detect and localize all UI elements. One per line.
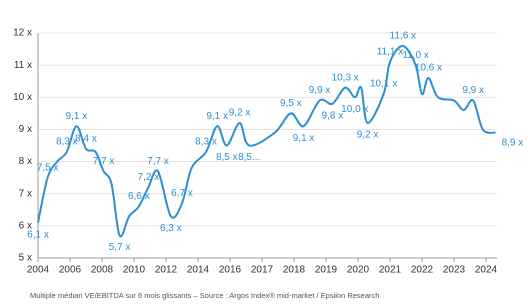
x-tick-label: 2023	[443, 265, 466, 276]
x-tick-label: 2017	[251, 265, 274, 276]
value-label: 10,3 x	[332, 72, 359, 83]
x-tick-label: 2004	[27, 265, 50, 276]
value-label: 7,5 x	[37, 162, 59, 173]
value-label: 10,0 x	[341, 104, 368, 115]
x-tick-label: 2014	[187, 265, 210, 276]
value-label: 6,6 x	[128, 191, 150, 202]
y-tick-label: 7 x	[19, 188, 32, 199]
value-label: 7,7 x	[93, 156, 115, 167]
value-label: 9,1 x	[293, 133, 315, 144]
value-label: 11,0 x	[402, 50, 429, 61]
line	[37, 44, 496, 238]
value-label: 11,1 x	[377, 47, 404, 58]
value-label: 10,6 x	[415, 63, 442, 74]
value-label: 6,3 x	[160, 223, 182, 234]
value-label: 9,1 x	[66, 111, 88, 122]
value-label: 6,7 x	[171, 188, 193, 199]
y-tick-label: 6 x	[19, 220, 32, 231]
x-tick-label: 2024	[475, 265, 498, 276]
x-tick-label: 2021	[379, 265, 402, 276]
x-tick-label: 2020	[347, 265, 370, 276]
value-label: 8,5...	[238, 152, 260, 163]
value-label: 7,2 x	[138, 172, 160, 183]
value-label: 8,3 x	[56, 137, 78, 148]
x-tick-label: 2022	[411, 265, 434, 276]
value-label: 9,2 x	[229, 108, 251, 119]
value-label: 9,9 x	[462, 85, 484, 96]
value-label: 11,6 x	[390, 30, 417, 41]
y-tick-label: 11 x	[14, 60, 32, 71]
value-label: 5,7 x	[109, 242, 131, 253]
x-tick-label: 2008	[91, 265, 114, 276]
footnote: Multiple médian VE/EBITDA sur 6 mois gli…	[30, 291, 379, 300]
y-tick-label: 12 x	[13, 28, 32, 39]
x-tick-label: 2006	[59, 265, 82, 276]
x-tick-label: 2012	[155, 265, 178, 276]
value-label: 9,5 x	[280, 98, 302, 109]
value-label: 8,9 x	[502, 137, 524, 148]
x-tick-label: 2019	[315, 265, 338, 276]
value-label: 7,7 x	[147, 156, 169, 167]
y-tick-label: 8 x	[19, 156, 32, 167]
x-tick-label: 2018	[283, 265, 306, 276]
value-label: 9,8 x	[322, 110, 344, 121]
x-tick-label: 2016	[219, 265, 242, 276]
value-label: 10,1 x	[370, 79, 397, 90]
value-label: 8,5 x	[216, 152, 238, 163]
value-label: 8,3 x	[195, 137, 217, 148]
value-label: 6,1 x	[27, 229, 49, 240]
y-tick-label: 9 x	[19, 124, 32, 135]
value-label: 9,2 x	[357, 130, 379, 141]
value-label: 9,1 x	[206, 111, 228, 122]
value-label: 8,4 x	[75, 133, 97, 144]
y-tick-label: 5 x	[19, 253, 32, 264]
value-label: 9,9 x	[309, 85, 331, 96]
y-tick-label: 10 x	[13, 92, 32, 103]
x-tick-label: 2010	[123, 265, 146, 276]
